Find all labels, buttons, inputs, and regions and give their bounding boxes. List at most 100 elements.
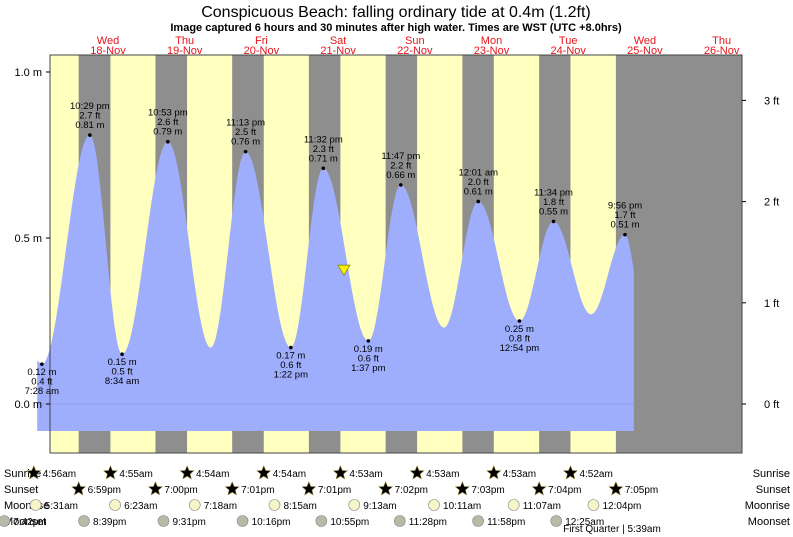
high-tide-label: 0.66 m (386, 170, 415, 181)
moonset-icon (78, 515, 90, 527)
day-date: 24-Nov (550, 45, 586, 57)
low-tide-label: 12:54 pm (500, 343, 540, 354)
sunrise-time: 4:52am (579, 469, 612, 480)
high-tide-label: 0.81 m (75, 120, 104, 131)
day-headers: Wed18-NovThu19-NovFri20-NovSat21-NovSun2… (90, 35, 740, 57)
moonrise-time: 7:18am (204, 501, 237, 512)
high-tide-label: 0.71 m (309, 153, 338, 164)
moonset-icon (315, 515, 328, 527)
sunrise-icon (26, 465, 42, 480)
sunrise-icon (256, 465, 272, 480)
high-tide-label: 10:29 pm (70, 101, 110, 112)
low-tide-label: 8:34 am (105, 376, 139, 387)
sunrise-icon (486, 465, 502, 480)
sunrise-time: 4:56am (43, 469, 76, 480)
plot-frame (49, 54, 743, 454)
high-tide-label: 2.6 ft (157, 117, 178, 128)
row-label-right: Sunset (756, 484, 790, 496)
low-tide-label: 7:28 am (25, 386, 59, 397)
row-label-left: Moonrise (4, 500, 49, 512)
low-tide-label: 0.19 m (354, 344, 383, 355)
high-tide-label: 2.3 ft (313, 144, 334, 155)
day-name: Wed (97, 35, 119, 47)
moonrise-time: 9:13am (363, 501, 396, 512)
moonrise-icon (587, 499, 600, 511)
tide-point (551, 219, 556, 224)
tide-point (289, 345, 293, 350)
right-tick-label: 1 ft (764, 298, 779, 310)
day-date: 25-Nov (627, 45, 663, 57)
high-tide-label: 0.76 m (231, 137, 260, 148)
moonrise-icon (428, 499, 440, 511)
sunset-time: 6:59pm (88, 485, 121, 496)
high-tide-label: 0.61 m (464, 186, 493, 197)
high-tide-label: 0.55 m (539, 206, 568, 217)
day-date: 21-Nov (320, 45, 356, 57)
day-date: 26-Nov (704, 45, 740, 57)
sunset-icon (301, 481, 317, 496)
right-tick-label: 0 ft (764, 399, 779, 411)
day-name: Wed (634, 35, 656, 47)
low-tide-label: 0.5 ft (112, 367, 133, 378)
sunset-time: 7:01pm (241, 485, 274, 496)
tide-point (476, 199, 481, 204)
day-date: 20-Nov (244, 45, 280, 57)
left-tick-label: 0.0 m (14, 399, 42, 411)
chart-subtitle: Image captured 6 hours and 30 minutes af… (170, 22, 622, 34)
sunrise-icon (179, 465, 195, 480)
tide-point (166, 139, 170, 144)
left-tick-label: 1.0 m (14, 67, 42, 79)
moonset-time: 11:28pm (409, 517, 447, 528)
tide-point (623, 232, 627, 237)
chart-title: Conspicuous Beach: falling ordinary tide… (201, 4, 591, 21)
low-tide-label: 0.25 m (505, 324, 534, 335)
sunrise-icon (103, 465, 118, 480)
moonset-icon (550, 515, 563, 527)
high-tide-label: 12:01 am (458, 167, 498, 178)
high-tide-label: 11:34 pm (534, 187, 573, 198)
moonset-time: 7:42pm (13, 517, 46, 528)
sunset-time: 7:05pm (625, 485, 658, 496)
low-tide-label: 0.8 ft (509, 334, 530, 345)
moonrise-time: 6:23am (124, 501, 157, 512)
row-label-left: Sunset (4, 484, 38, 496)
row-label-left: Moonset (4, 516, 46, 528)
sunset-icon (454, 481, 470, 496)
moonrise-icon (268, 499, 281, 511)
moonset-time: 11:58pm (487, 517, 525, 528)
sunset-icon (148, 481, 163, 496)
day-name: Tue (559, 35, 578, 47)
tide-point (88, 133, 92, 137)
high-tide-label: 2.7 ft (79, 111, 100, 122)
sunrise-icon (332, 465, 348, 480)
moonset-icon (157, 515, 170, 527)
row-label-right: Sunrise (753, 468, 790, 480)
low-tide-label: 0.12 m (27, 367, 56, 378)
moonset-time: 8:39pm (93, 517, 126, 528)
right-tick-label: 2 ft (764, 197, 779, 209)
low-tide-label: 0.6 ft (358, 353, 379, 364)
moon-phase-label: First Quarter | 5:39am (563, 524, 661, 535)
moonrise-icon (29, 499, 42, 511)
day-date: 22-Nov (397, 45, 433, 57)
sunrise-time: 4:55am (119, 469, 152, 480)
sunrise-icon (563, 465, 578, 480)
day-name: Sun (405, 35, 425, 47)
high-tide-label: 0.51 m (610, 220, 639, 231)
sunset-time: 7:02pm (395, 485, 428, 496)
day-name: Sat (330, 35, 347, 47)
sunrise-time: 4:53am (349, 469, 382, 480)
high-tide-label: 9:56 pm (608, 201, 642, 212)
sunset-icon (378, 481, 394, 496)
sunrise-time: 4:54am (273, 469, 306, 480)
moonrise-time: 12:04pm (602, 501, 641, 512)
tide-point (243, 149, 248, 154)
tide-point (366, 339, 371, 343)
high-tide-label: 11:32 pm (304, 134, 343, 145)
tide-events: 0.12 m0.4 ft7:28 am 10:29 pm2.7 ft0.81 m 0… (25, 101, 643, 397)
high-tide-label: 2.2 ft (390, 160, 411, 171)
moonset-time: 12:25am (565, 517, 604, 528)
sunrise-time: 4:54am (196, 469, 229, 480)
